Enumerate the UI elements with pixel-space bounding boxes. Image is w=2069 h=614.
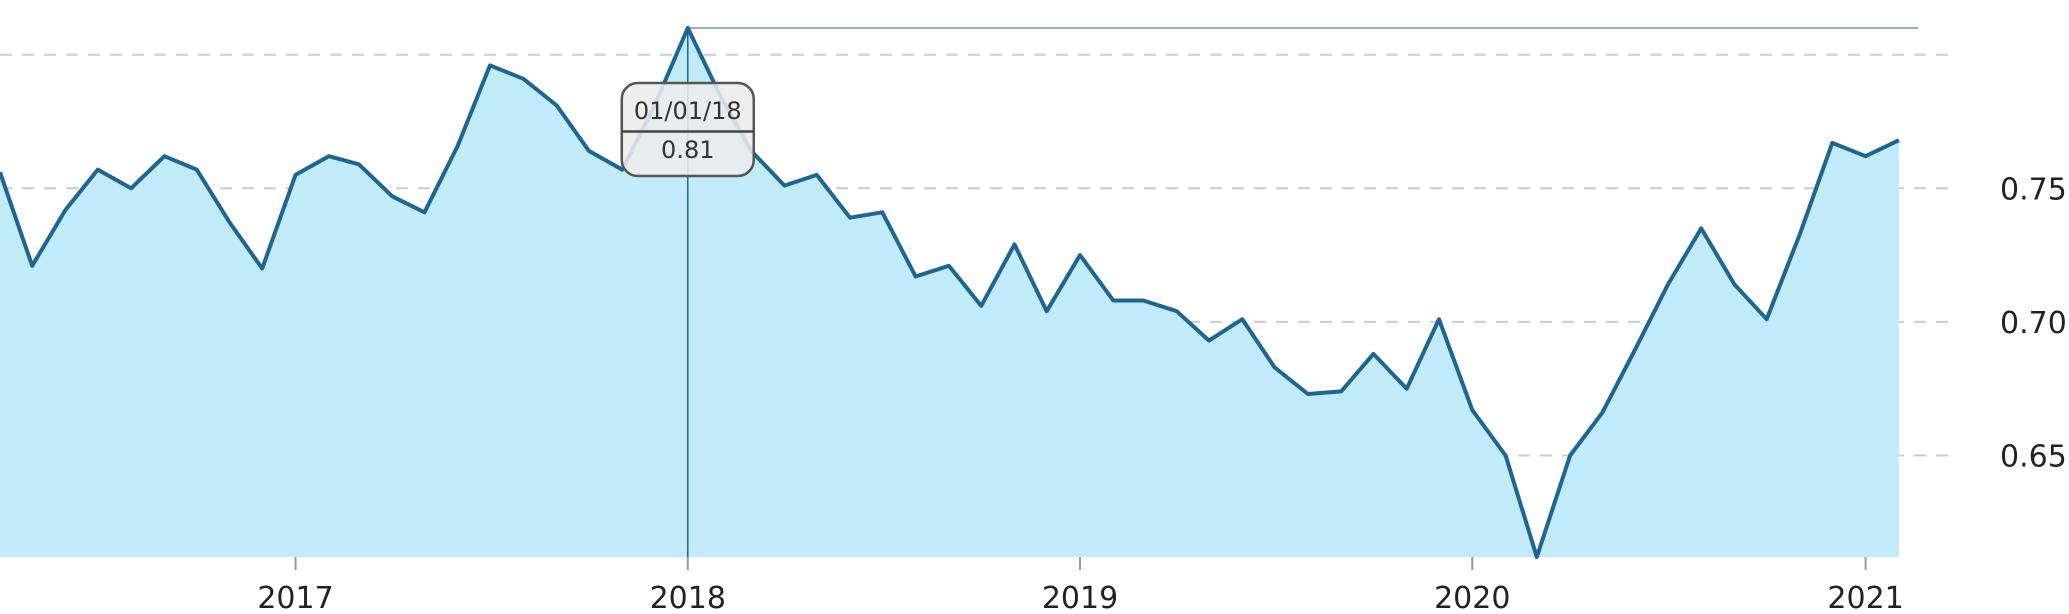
- x-tick-label: 2018: [650, 581, 726, 614]
- y-tick-label: 0.75: [2000, 172, 2067, 207]
- x-tick-label: 2021: [1827, 581, 1903, 614]
- series-line: [0, 26, 1900, 559]
- x-tick-label: 2019: [1042, 581, 1118, 614]
- tooltip: 01/01/18 0.81: [620, 81, 756, 178]
- x-tick-label: 2017: [257, 581, 333, 614]
- y-tick-label: 0.65: [2000, 439, 2067, 474]
- tooltip-box: [620, 81, 756, 178]
- y-tick-label: 0.70: [2000, 306, 2067, 341]
- x-axis-ticks: 2017 2018 2019 2020 2021: [257, 557, 1904, 614]
- y-axis-ticks: 0.65 0.70 0.75: [2000, 172, 2067, 474]
- tooltip-date: 01/01/18: [634, 97, 742, 125]
- series-area: [0, 28, 1899, 557]
- x-tick-label: 2020: [1434, 581, 1510, 614]
- tooltip-value: 0.81: [661, 136, 714, 164]
